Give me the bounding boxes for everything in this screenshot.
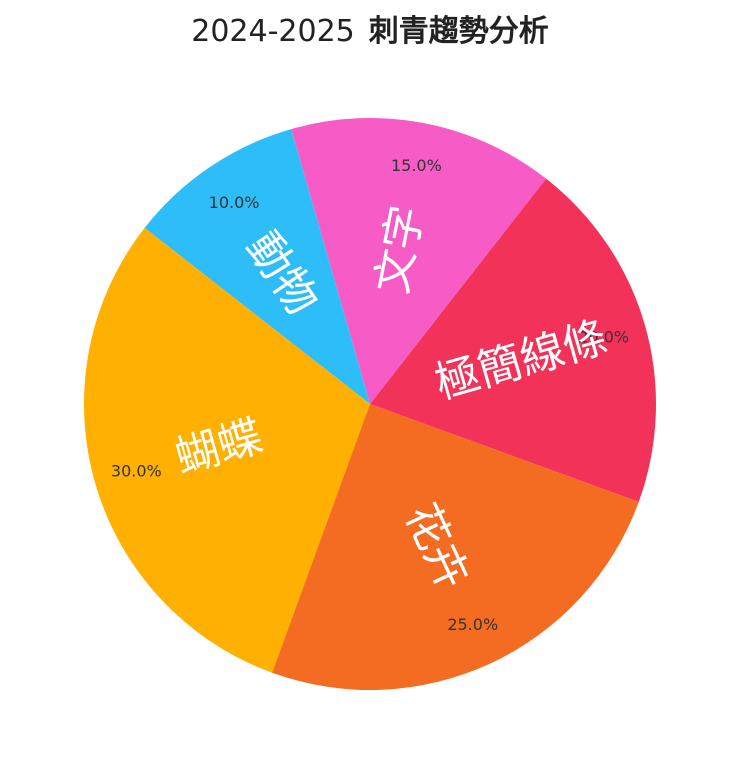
title-year: 2024-2025 xyxy=(191,14,355,49)
pie-slice-4 xyxy=(84,227,370,673)
slice-percent-label: 30.0% xyxy=(111,462,162,481)
pie-slice-2 xyxy=(291,118,547,405)
pie-slice-5 xyxy=(272,404,639,690)
pie-slice-1 xyxy=(370,178,656,502)
title-main: 刺青趨勢分析 xyxy=(368,14,549,49)
slice-percent-label: 25.0% xyxy=(447,615,498,634)
pie-slice-3 xyxy=(144,129,370,404)
slice-percent-label: 10.0% xyxy=(209,193,260,212)
slice-percent-label: 20.0% xyxy=(578,327,629,346)
slice-percent-label: 15.0% xyxy=(391,156,442,175)
chart-title: 2024-2025 刺青趨勢分析 xyxy=(0,6,740,50)
